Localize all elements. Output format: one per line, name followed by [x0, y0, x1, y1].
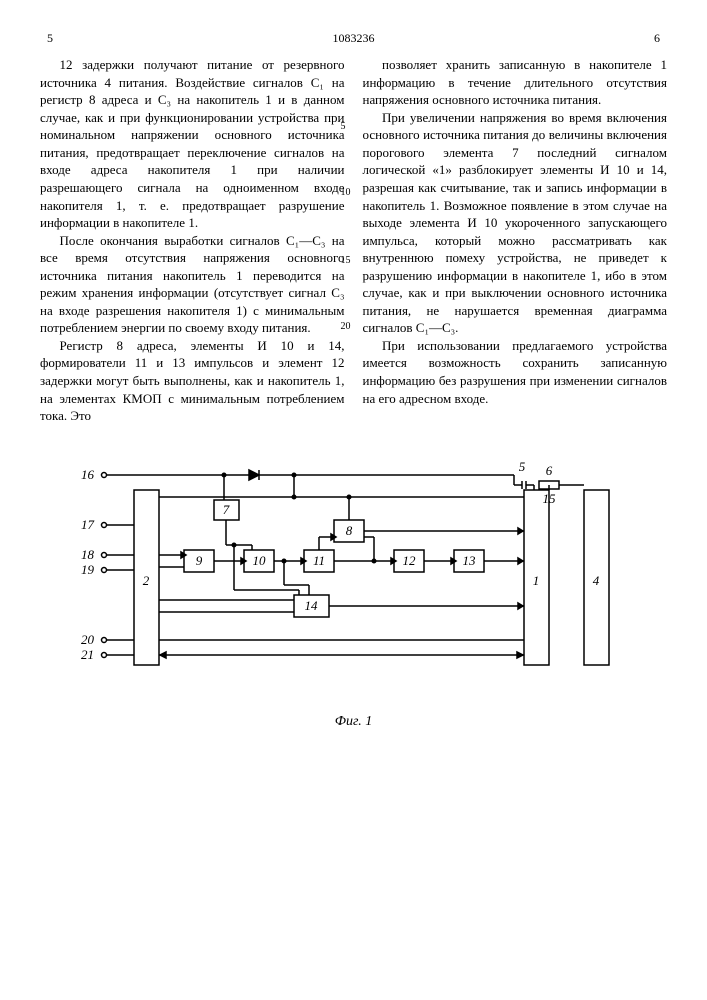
terminal-17: 17	[81, 517, 95, 532]
block-9-label: 9	[195, 553, 202, 568]
text-columns: 12 задержки получают питание от резервно…	[40, 56, 667, 424]
block-11-label: 11	[312, 553, 324, 568]
terminal-21: 21	[81, 647, 94, 662]
terminal-18: 18	[81, 547, 95, 562]
page-num-left: 5	[40, 30, 60, 46]
block-7-label: 7	[222, 502, 229, 517]
para-r3: При использовании предлагаемого устройст…	[363, 337, 668, 407]
circuit-diagram: 2 1 4 16 5 6 15 7	[74, 455, 634, 705]
page-num-right: 6	[647, 30, 667, 46]
page-header: 5 1083236 6	[40, 30, 667, 46]
terminal-19: 19	[81, 562, 95, 577]
terminal-16: 16	[81, 467, 95, 482]
document-number: 1083236	[60, 30, 647, 46]
line-num-10: 10	[341, 186, 351, 200]
figure-caption: Фиг. 1	[74, 713, 634, 732]
terminal-20: 20	[81, 632, 95, 647]
block-8-label: 8	[345, 523, 352, 538]
block-14-label: 14	[304, 598, 318, 613]
block-13-label: 13	[462, 553, 476, 568]
block-10-label: 10	[252, 553, 266, 568]
para-r1: позволяет хранить записанную в накопител…	[363, 56, 668, 109]
para-l3: Регистр 8 адреса, элементы И 10 и 14, фо…	[40, 337, 345, 425]
block-4-label: 4	[592, 573, 599, 588]
block-12-label: 12	[402, 553, 416, 568]
block-5-label: 5	[518, 459, 525, 474]
line-num-15: 15	[341, 254, 351, 268]
figure-1: 2 1 4 16 5 6 15 7	[74, 455, 634, 732]
block-15-label: 15	[542, 491, 556, 506]
para-r2: При увеличении напряжения во время включ…	[363, 109, 668, 337]
column-right: 5 10 15 20 позволяет хранить записанную …	[363, 56, 668, 424]
line-num-5: 5	[341, 120, 346, 134]
block-2-label: 2	[142, 573, 149, 588]
block-1-label: 1	[532, 573, 539, 588]
column-left: 12 задержки получают питание от резервно…	[40, 56, 345, 424]
line-num-20: 20	[341, 320, 351, 334]
para-l1: 12 задержки получают питание от резервно…	[40, 56, 345, 231]
block-6-label: 6	[545, 463, 552, 478]
para-l2: После окончания выработки сигналов C₁—C₃…	[40, 232, 345, 337]
